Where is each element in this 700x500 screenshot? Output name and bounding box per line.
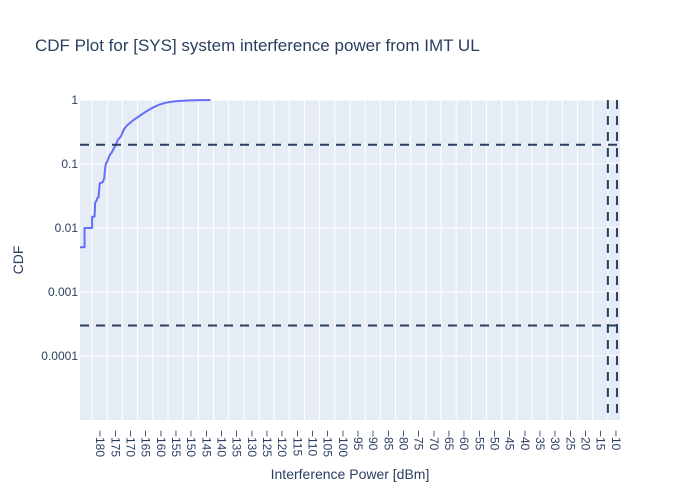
- chart-title: CDF Plot for [SYS] system interference p…: [35, 36, 480, 55]
- x-tick-label: −25: [563, 430, 577, 451]
- x-tick-label: −20: [579, 430, 593, 451]
- y-tick-label: 1: [71, 93, 78, 107]
- x-tick-label: −30: [548, 430, 562, 451]
- x-tick-label: −140: [214, 430, 228, 457]
- y-tick-label: 0.01: [55, 221, 79, 235]
- y-tick-label: 0.1: [61, 157, 78, 171]
- x-tick-label: −75: [412, 430, 426, 451]
- x-tick-label: −135: [230, 430, 244, 457]
- x-tick-label: −150: [184, 430, 198, 457]
- grid: [80, 99, 620, 420]
- x-tick-label: −175: [108, 430, 122, 457]
- x-tick-label: −95: [351, 430, 365, 451]
- x-tick-label: −145: [199, 430, 213, 457]
- x-tick-label: −10: [609, 430, 623, 451]
- x-tick-label: −125: [260, 430, 274, 457]
- x-tick-label: −110: [305, 430, 319, 456]
- x-tick-label: −45: [503, 430, 517, 451]
- reference-lines: [80, 100, 620, 420]
- x-tick-label: −115: [290, 430, 304, 456]
- x-tick-label: −60: [457, 430, 471, 451]
- x-tick-label: −15: [594, 430, 608, 451]
- x-tick-label: −55: [472, 430, 486, 451]
- x-tick-label: −80: [397, 430, 411, 451]
- x-tick-label: −70: [427, 430, 441, 451]
- x-tick-label: −105: [321, 430, 335, 457]
- x-tick-label: −100: [336, 430, 350, 457]
- x-tick-label: −40: [518, 430, 532, 451]
- x-tick-label: −180: [93, 430, 107, 457]
- x-tick-label: −90: [366, 430, 380, 451]
- x-tick-label: −35: [533, 430, 547, 451]
- x-tick-label: −130: [245, 430, 259, 457]
- x-tick-label: −165: [139, 430, 153, 457]
- y-tick-label: 0.0001: [41, 349, 78, 363]
- cdf-series-line: [80, 99, 211, 249]
- series-layer: [80, 99, 211, 249]
- x-tick-label: −155: [169, 430, 183, 457]
- x-tick-label: −170: [123, 430, 137, 457]
- x-tick-label: −85: [381, 430, 395, 451]
- x-tick-labels: −180 −175 −170 −165 −160 −155 −150 −145 −140 −135…: [93, 430, 623, 457]
- y-tick-label: 0.001: [48, 285, 78, 299]
- y-tick-labels: 1 0.1 0.01 0.001 0.0001: [41, 93, 78, 363]
- x-tick-label: −65: [442, 430, 456, 451]
- x-tick-label: −50: [488, 430, 502, 451]
- x-axis-title: Interference Power [dBm]: [271, 466, 430, 482]
- x-tick-label: −120: [275, 430, 289, 457]
- y-axis-title: CDF: [10, 246, 26, 275]
- x-tick-label: −160: [154, 430, 168, 457]
